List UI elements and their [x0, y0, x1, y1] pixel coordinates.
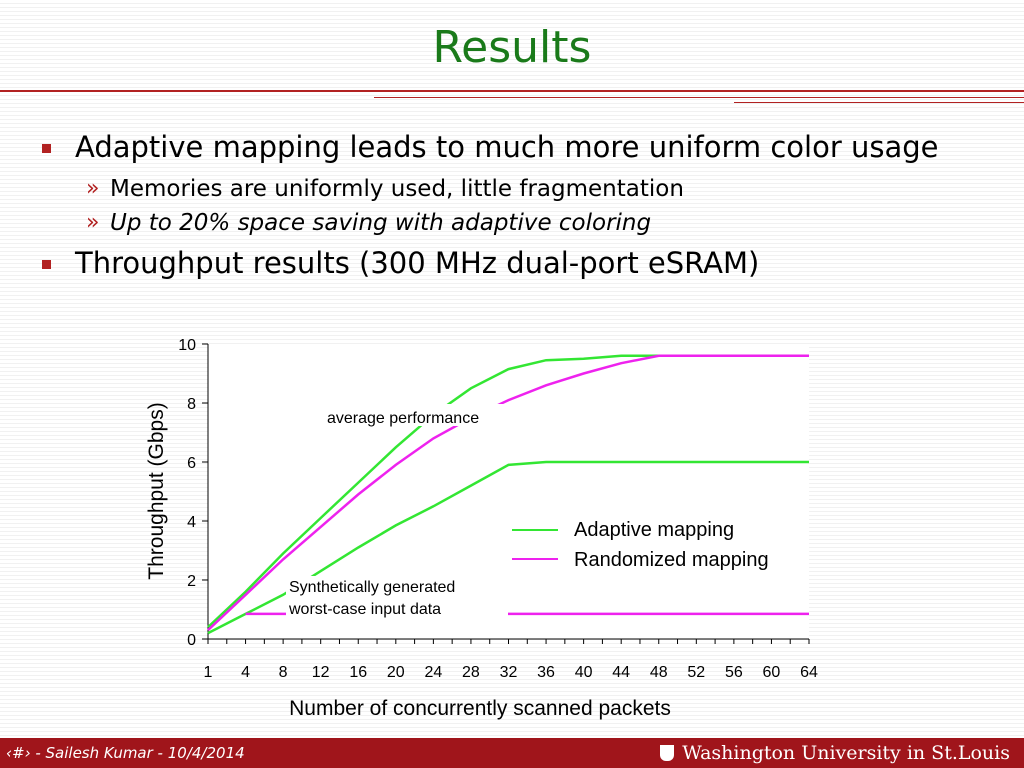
x-tick-label: 44 [612, 664, 630, 681]
y-tick-label: 0 [187, 632, 196, 649]
shield-icon [660, 745, 675, 761]
x-tick-label: 52 [687, 664, 705, 681]
sub-bullet-text: Up to 20% space saving with adaptive col… [110, 210, 652, 236]
annotation-average: average performance [327, 410, 479, 427]
y-tick-label: 2 [187, 573, 196, 590]
university-name: Washington University in St.Louis [682, 742, 1010, 764]
chevron-double-right-icon: » [86, 210, 100, 235]
x-tick-label: 4 [241, 664, 250, 681]
bullet-text: Adaptive mapping leads to much more unif… [75, 130, 939, 164]
x-tick-label: 48 [650, 664, 668, 681]
sub-bullet-item: » Up to 20% space saving with adaptive c… [40, 206, 1000, 240]
bullet-square-icon [42, 144, 51, 153]
y-axis-label: Throughput (Gbps) [145, 402, 168, 579]
sub-bullet-item: » Memories are uniformly used, little fr… [40, 172, 1000, 206]
legend-label-adaptive: Adaptive mapping [574, 519, 734, 541]
legend-label-randomized: Randomized mapping [574, 549, 769, 571]
x-tick-label: 28 [462, 664, 480, 681]
y-tick-label: 6 [187, 455, 196, 472]
slide-title: Results [432, 22, 592, 73]
bullet-square-icon [42, 260, 51, 269]
x-tick-label: 56 [725, 664, 743, 681]
x-tick-label: 64 [800, 664, 818, 681]
bullet-list: Adaptive mapping leads to much more unif… [40, 128, 1000, 288]
legend-bg [505, 512, 808, 572]
y-tick-label: 4 [187, 514, 196, 531]
x-tick-label: 36 [537, 664, 555, 681]
annotation-bg [324, 404, 530, 426]
chevron-double-right-icon: » [86, 176, 100, 201]
footer-bar: ‹#› - Sailesh Kumar - 10/4/2014 Washingt… [0, 738, 1024, 768]
x-tick-label: 60 [763, 664, 781, 681]
annotation-bg [286, 576, 508, 620]
annotation-worst-case-line1: Synthetically generated [289, 579, 455, 596]
university-logo: Washington University in St.Louis [660, 742, 1010, 764]
title-rule [0, 90, 1024, 92]
x-tick-label: 24 [424, 664, 442, 681]
bullet-text: Throughput results (300 MHz dual-port eS… [75, 246, 760, 280]
x-tick-label: 12 [312, 664, 330, 681]
y-tick-label: 8 [187, 396, 196, 413]
x-tick-label: 40 [575, 664, 593, 681]
bullet-item: Throughput results (300 MHz dual-port eS… [40, 244, 1000, 282]
bullet-item: Adaptive mapping leads to much more unif… [40, 128, 1000, 166]
annotation-worst-case-line2: worst-case input data [288, 601, 441, 618]
x-tick-label: 32 [500, 664, 518, 681]
y-tick-label: 10 [178, 337, 196, 354]
x-tick-label: 1 [204, 664, 213, 681]
x-tick-label: 8 [279, 664, 288, 681]
series-line-randomized-mapping-average [207, 354, 809, 632]
footer-text: ‹#› - Sailesh Kumar - 10/4/2014 [6, 744, 245, 762]
x-axis-label: Number of concurrently scanned packets [289, 697, 671, 720]
x-tick-label: 20 [387, 664, 405, 681]
title-rule-accent-2 [734, 102, 1024, 103]
x-tick-label: 16 [349, 664, 367, 681]
title-rule-accent-1 [374, 97, 1024, 98]
sub-bullet-text: Memories are uniformly used, little frag… [110, 176, 684, 202]
